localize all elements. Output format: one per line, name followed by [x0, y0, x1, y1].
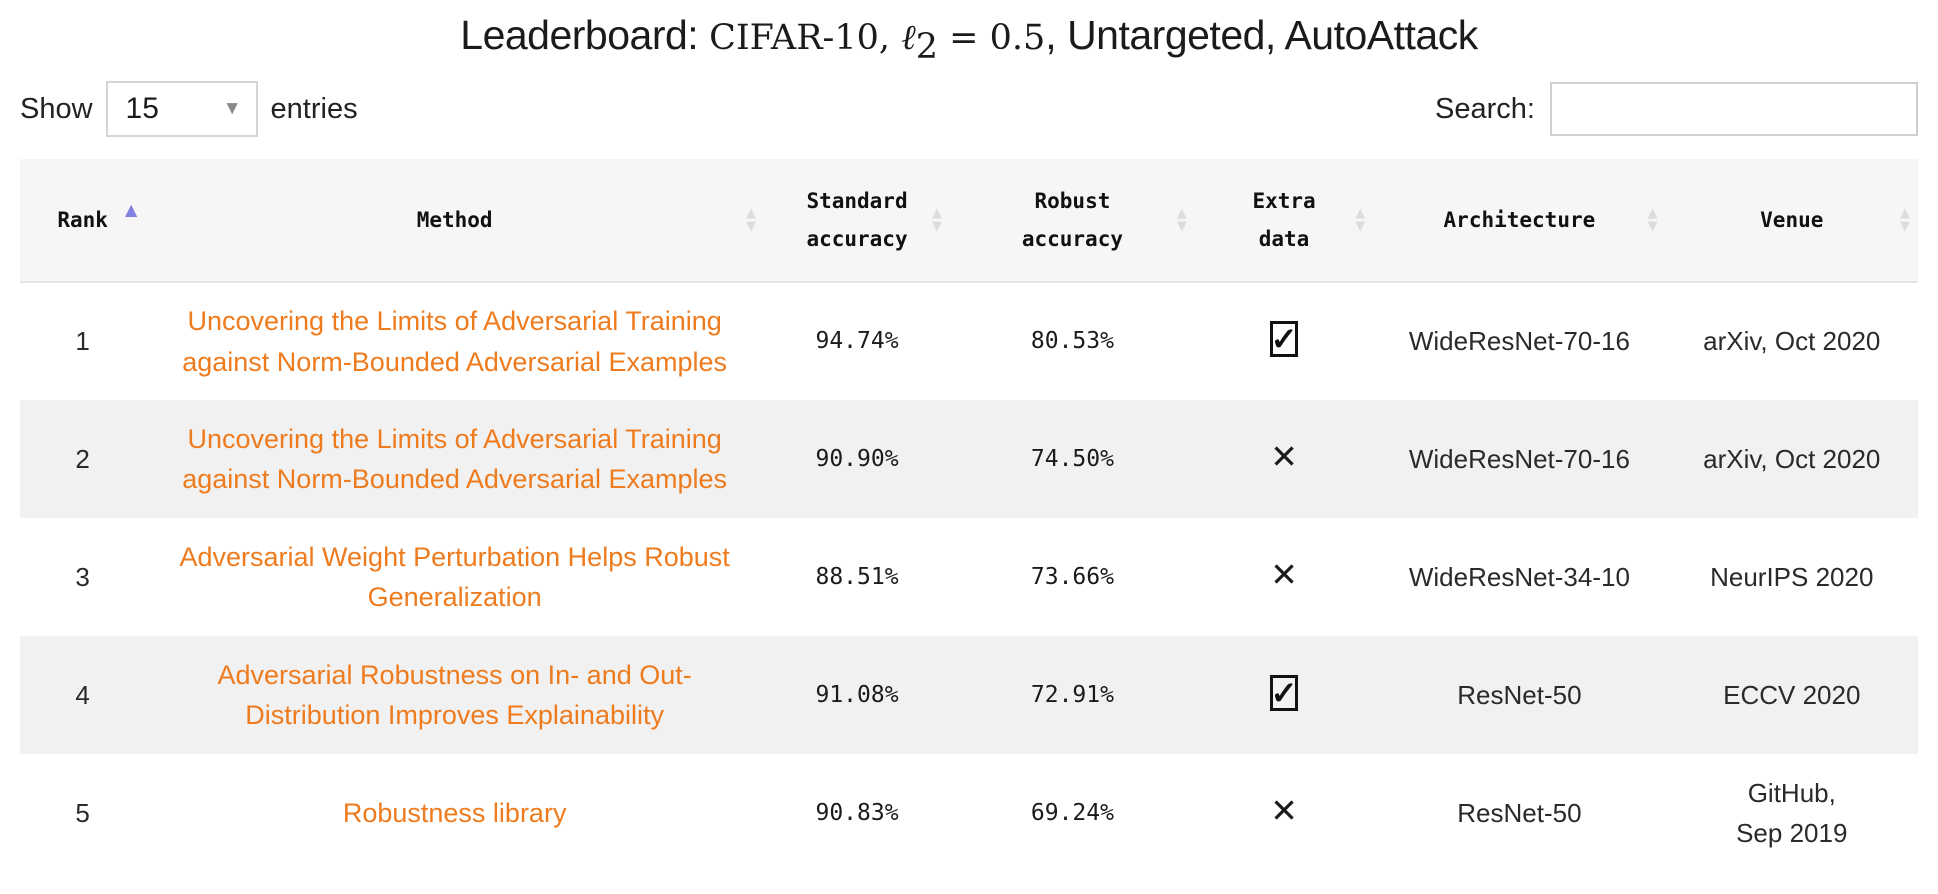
- method-cell: Uncovering the Limits of Adversarial Tra…: [145, 400, 764, 518]
- rank-cell: 4: [75, 679, 90, 710]
- venue-cell: ECCV 2020: [1723, 679, 1861, 710]
- title-suffix: , Untargeted, AutoAttack: [1045, 12, 1478, 58]
- sort-icon: ▲ ▼: [1355, 206, 1366, 234]
- method-cell: Adversarial Weight Perturbation Helps Ro…: [145, 518, 764, 636]
- method-link[interactable]: Robustness library: [342, 797, 567, 828]
- sort-icon: ▲ ▼: [1647, 206, 1658, 234]
- rank-cell: 3: [75, 561, 90, 592]
- architecture-cell: WideResNet-70-16: [1408, 443, 1630, 474]
- entries-label: entries: [270, 92, 358, 125]
- rank-cell: 5: [75, 797, 90, 828]
- extra-data-cell: ✕: [1195, 400, 1373, 518]
- method-link[interactable]: Uncovering the Limits of Adversarial Tra…: [182, 306, 728, 377]
- architecture-cell: ResNet-50: [1457, 797, 1582, 828]
- venue-cell: GitHub, Sep 2019: [1736, 777, 1848, 848]
- page-size-select[interactable]: 15 ▼: [105, 81, 258, 137]
- column-header-extra[interactable]: Extra data ▲ ▼: [1194, 159, 1374, 283]
- extra-data-cell: ✓: [1195, 282, 1373, 400]
- title-prefix: Leaderboard:: [460, 12, 710, 58]
- cross-icon: ✕: [1270, 436, 1298, 476]
- rank-cell: 1: [75, 326, 90, 356]
- column-header-method[interactable]: Method ▲ ▼: [145, 159, 765, 283]
- method-link[interactable]: Adversarial Robustness on In- and Out-Di…: [217, 659, 692, 731]
- robust-accuracy-cell: 74.50%: [1030, 445, 1114, 472]
- table-row: 1 Uncovering the Limits of Adversarial Tr…: [20, 282, 1918, 400]
- architecture-cell: ResNet-50: [1457, 679, 1582, 710]
- sort-ascending-icon: ▲: [124, 200, 138, 220]
- column-header-label: Venue: [1760, 208, 1824, 232]
- leaderboard-body: 1 Uncovering the Limits of Adversarial Tr…: [20, 282, 1918, 872]
- method-cell: Robustness library: [145, 754, 764, 872]
- title-norm-symbol: ℓ: [901, 18, 916, 58]
- cross-icon: ✕: [1270, 790, 1298, 830]
- column-header-label: Standard accuracy: [806, 189, 908, 251]
- method-link[interactable]: Uncovering the Limits of Adversarial Tra…: [182, 423, 728, 495]
- column-header-architecture[interactable]: Architecture ▲ ▼: [1373, 159, 1666, 283]
- show-label: Show: [20, 92, 93, 125]
- sort-icon: ▲ ▼: [746, 206, 757, 234]
- sort-icon: ▲ ▼: [932, 206, 943, 234]
- column-header-label: Method: [416, 208, 493, 232]
- robust-accuracy-cell: 72.91%: [1030, 681, 1114, 708]
- table-row: 5 Robustness library 90.83% 69.24% ✕ ResNet-5…: [20, 754, 1918, 872]
- header-row: Rank ▲ Method ▲ ▼ Standard accuracy ▲ ▼ Robust…: [20, 159, 1918, 283]
- search-label: Search:: [1435, 92, 1535, 125]
- checkbox-checked-icon: ✓: [1270, 321, 1299, 358]
- column-header-venue[interactable]: Venue ▲ ▼: [1665, 159, 1918, 283]
- venue-cell: arXiv, Oct 2020: [1703, 326, 1881, 357]
- standard-accuracy-cell: 90.90%: [815, 445, 899, 472]
- column-header-label: Rank: [57, 208, 108, 232]
- table-header: Rank ▲ Method ▲ ▼ Standard accuracy ▲ ▼ Robust…: [20, 159, 1918, 283]
- column-header-label: Architecture: [1443, 208, 1596, 232]
- column-header-rank[interactable]: Rank ▲: [20, 159, 146, 283]
- cross-icon: ✕: [1270, 554, 1298, 594]
- sort-icon: ▲ ▼: [1900, 206, 1910, 234]
- page-size-value: 15: [125, 92, 159, 125]
- table-row: 3 Adversarial Weight Perturbation Helps R…: [20, 518, 1918, 636]
- venue-cell: arXiv, Oct 2020: [1703, 443, 1881, 474]
- show-entries-group: Show 15 ▼ entries: [20, 81, 358, 137]
- title-dataset: CIFAR-10,: [709, 18, 902, 58]
- robust-accuracy-cell: 73.66%: [1030, 563, 1114, 590]
- robust-accuracy-cell: 69.24%: [1030, 799, 1114, 826]
- method-cell: Uncovering the Limits of Adversarial Tra…: [145, 282, 764, 400]
- method-cell: Adversarial Robustness on In- and Out-Di…: [145, 636, 764, 754]
- sort-icon: ▲ ▼: [1176, 206, 1187, 234]
- table-row: 2 Uncovering the Limits of Adversarial Tr…: [20, 400, 1918, 518]
- title-norm-subscript: 2: [915, 27, 939, 68]
- standard-accuracy-cell: 88.51%: [815, 563, 899, 590]
- method-link[interactable]: Adversarial Weight Perturbation Helps Ro…: [179, 541, 730, 613]
- rank-cell: 2: [75, 443, 90, 474]
- column-header-robust[interactable]: Robust accuracy ▲ ▼: [950, 159, 1195, 283]
- standard-accuracy-cell: 94.74%: [815, 328, 899, 355]
- extra-data-cell: ✕: [1195, 754, 1373, 872]
- leaderboard-page: Leaderboard: CIFAR-10, ℓ2 = 0.5, Untarge…: [0, 12, 1938, 872]
- table-row: 4 Adversarial Robustness on In- and Out-D…: [20, 636, 1918, 754]
- extra-data-cell: ✕: [1195, 518, 1373, 636]
- table-controls: Show 15 ▼ entries Search:: [20, 81, 1918, 137]
- architecture-cell: WideResNet-34-10: [1408, 561, 1630, 592]
- architecture-cell: WideResNet-70-16: [1408, 326, 1630, 356]
- title-norm-value: = 0.5: [938, 18, 1046, 58]
- column-header-standard[interactable]: Standard accuracy ▲ ▼: [764, 159, 951, 283]
- search-input[interactable]: [1550, 82, 1918, 136]
- leaderboard-table: Rank ▲ Method ▲ ▼ Standard accuracy ▲ ▼ Robust…: [20, 159, 1918, 872]
- search-group: Search:: [1435, 82, 1918, 136]
- robust-accuracy-cell: 80.53%: [1030, 328, 1114, 355]
- extra-data-cell: ✓: [1195, 636, 1373, 754]
- standard-accuracy-cell: 90.83%: [815, 799, 899, 826]
- page-title: Leaderboard: CIFAR-10, ℓ2 = 0.5, Untarge…: [20, 12, 1918, 65]
- chevron-down-icon: ▼: [222, 98, 242, 119]
- standard-accuracy-cell: 91.08%: [815, 681, 899, 708]
- column-header-label: Robust accuracy: [1021, 189, 1123, 251]
- checkbox-checked-icon: ✓: [1270, 674, 1299, 711]
- column-header-label: Extra data: [1252, 189, 1316, 251]
- venue-cell: NeurIPS 2020: [1710, 561, 1874, 592]
